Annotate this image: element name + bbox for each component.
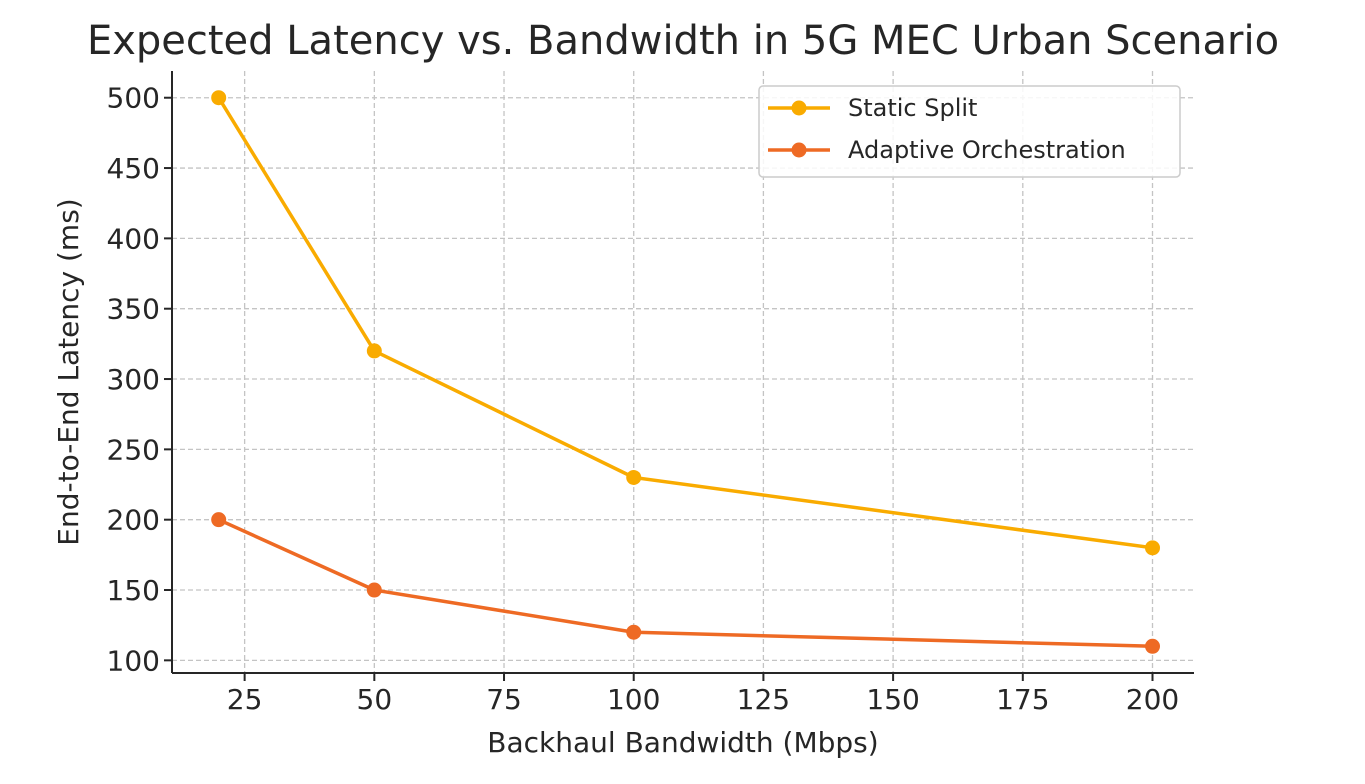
data-point-adaptive-orchestration [366,582,382,598]
series-line-adaptive-orchestration [216,517,1155,649]
x-tick-label: 50 [357,683,393,716]
x-tick-label: 75 [486,683,522,716]
data-point-adaptive-orchestration [626,624,642,640]
y-tick-label: 450 [107,152,160,185]
legend-item-adaptive-orchestration: Adaptive Orchestration [768,136,1126,164]
y-tick-label: 150 [107,574,160,607]
y-tick-label: 300 [107,363,160,396]
legend-label: Static Split [848,94,977,122]
x-tick-label: 175 [996,683,1049,716]
series-layer [211,90,1160,654]
legend-swatch-marker [791,100,807,116]
data-point-adaptive-orchestration [211,512,227,528]
chart-title: Expected Latency vs. Bandwidth in 5G MEC… [87,18,1279,64]
series-line-static-split [216,95,1155,550]
y-tick-label: 400 [107,222,160,255]
y-tick-label: 500 [107,82,160,115]
x-tick-label: 150 [866,683,919,716]
legend-item-static-split: Static Split [768,94,977,122]
data-point-static-split [366,343,382,359]
legend-frame [758,85,1181,178]
y-axis-label: End-to-End Latency (ms) [52,198,85,545]
legend-swatch-marker [791,142,807,158]
ticks-layer: 25 50 75 100 125 150 175 200 100 150 200 250 300 350 4… [107,82,1180,716]
data-point-static-split [626,469,642,485]
data-point-static-split [211,90,227,106]
y-tick-label: 200 [107,504,160,537]
series-static-split [211,90,1160,556]
y-tick-label: 250 [107,433,160,466]
series-adaptive-orchestration [211,512,1160,654]
y-tick-label: 350 [107,293,160,326]
y-tick-label: 100 [107,644,160,677]
x-tick-label: 25 [227,683,263,716]
x-tick-label: 200 [1126,683,1179,716]
x-axis-label: Backhaul Bandwidth (Mbps) [487,726,878,759]
x-tick-label: 100 [607,683,660,716]
data-point-adaptive-orchestration [1144,638,1160,654]
data-point-static-split [1144,540,1160,556]
x-tick-label: 125 [737,683,790,716]
legend-label: Adaptive Orchestration [848,136,1126,164]
legend: Static Split Adaptive Orchestration [758,85,1181,178]
